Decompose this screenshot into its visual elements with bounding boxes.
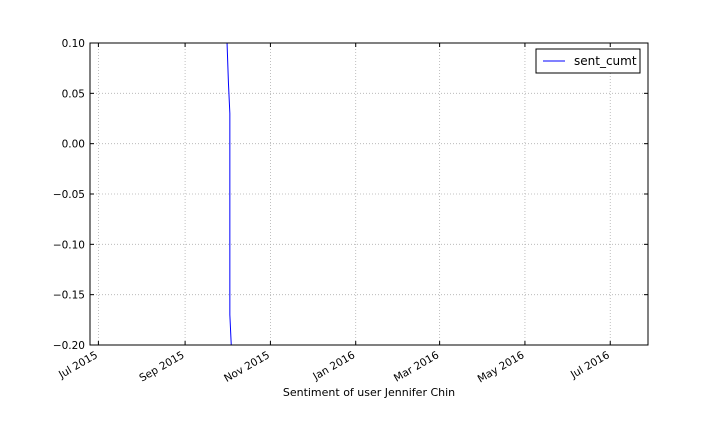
series-layer: [226, 43, 232, 345]
legend-box: [535, 48, 641, 74]
y-tick-label: −0.10: [53, 239, 85, 251]
y-tick-label: 0.05: [62, 88, 85, 100]
legend: sent_cumt: [535, 48, 641, 74]
y-tick-label: 0.10: [62, 38, 85, 50]
x-axis-title: Sentiment of user Jennifer Chin: [283, 386, 455, 399]
y-tick-label: −0.05: [53, 189, 85, 201]
series-line-sent-cumt: [226, 43, 232, 345]
y-tick-label: −0.15: [53, 290, 85, 302]
y-tick-label: 0.00: [62, 139, 85, 151]
y-axis: 0.10 0.05 0.00 −0.05 −0.10 −0.15 −0.20: [53, 38, 648, 352]
legend-label-sent-cumt: sent_cumt: [574, 54, 637, 68]
y-tick-label: −0.20: [53, 340, 85, 352]
